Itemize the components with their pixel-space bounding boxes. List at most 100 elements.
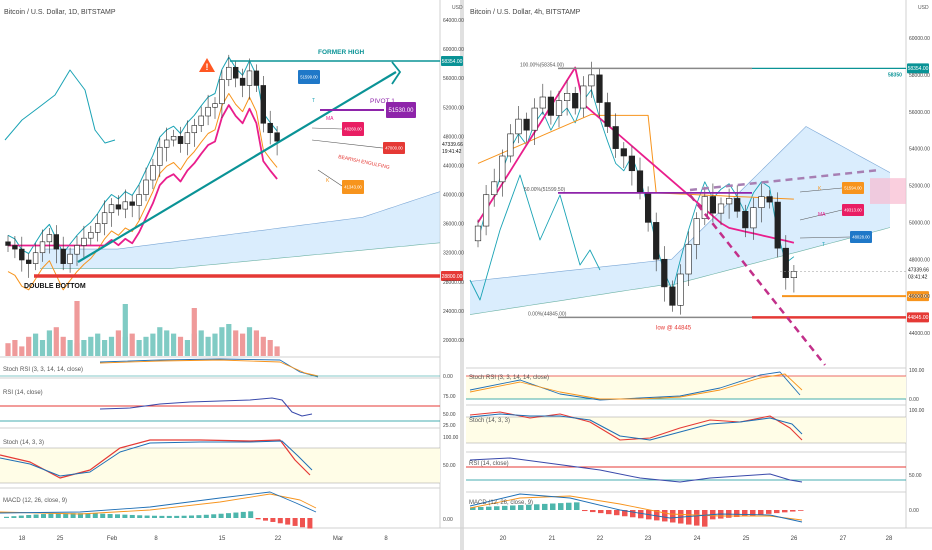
left-price-tick: 60000.00 — [443, 47, 464, 53]
right-current-price: 47339.66 — [908, 267, 929, 273]
left-macd-histogram-bar — [152, 515, 157, 518]
left-double-bottom-price-tag: 28800.00 — [442, 274, 463, 280]
left-volume-bar — [39, 340, 46, 356]
left-candle-body — [39, 241, 46, 254]
left-kijun-line — [7, 93, 278, 291]
left-macd-histogram-bar — [285, 518, 291, 525]
left-volume-bar — [19, 346, 25, 356]
left-stoch-rsi-label[interactable]: Stoch RSI (3, 3, 14, 14, close) — [3, 367, 84, 373]
left-candle-body — [60, 248, 66, 264]
right-candle-body — [491, 181, 498, 196]
left-candle-body — [184, 132, 191, 144]
left-candle-body — [205, 106, 211, 117]
left-price-tick: 20000.00 — [443, 338, 464, 344]
right-tag-46000-box — [907, 291, 929, 302]
right-fib-100-label: 100.00%(58354.00) — [520, 62, 564, 68]
right-lagging-span-line — [469, 174, 601, 301]
left-volume-bar — [46, 330, 52, 356]
left-volume-bar — [157, 327, 163, 356]
left-date-tick: 15 — [219, 536, 226, 542]
right-macd-histogram-bar — [694, 510, 700, 526]
left-macd-histogram-bar — [277, 518, 283, 524]
left-candle-body — [81, 237, 87, 246]
indicator-lines-layer — [4, 56, 795, 301]
left-price-tick: 32000.00 — [443, 251, 464, 257]
left-t-label: T — [312, 98, 315, 104]
left-rsi-line — [99, 397, 313, 417]
left-volume-bar — [33, 333, 39, 356]
left-volume-bar — [12, 340, 18, 356]
right-candle-body — [644, 192, 652, 223]
right-macd-histogram-bar — [702, 510, 708, 527]
left-price-tick: 48000.00 — [443, 134, 464, 140]
left-stoch-d — [0, 440, 313, 477]
right-candle-body — [499, 155, 506, 183]
left-macd-histogram-bar — [174, 515, 180, 518]
left-rsi-label[interactable]: RSI (14, close) — [3, 390, 43, 396]
right-candle-body — [766, 196, 773, 203]
right-date-tick: 27 — [840, 536, 847, 542]
left-volume-bar — [53, 327, 59, 356]
right-candle-body — [782, 247, 789, 278]
right-rsi-label[interactable]: RSI (14, close) — [469, 461, 509, 467]
right-macd-histogram-bar — [558, 503, 564, 510]
left-stoch-rsi-tick: 0.00 — [443, 374, 453, 380]
left-volume-bar — [226, 324, 232, 356]
candles-layer — [5, 54, 797, 315]
left-price-tick: 28000.00 — [443, 280, 464, 286]
right-macd-histogram-bar — [638, 510, 644, 519]
left-stoch-label[interactable]: Stoch (14, 3, 3) — [3, 440, 45, 446]
left-volume-bar — [95, 333, 101, 356]
right-macd-histogram-bar — [518, 505, 524, 510]
left-candle-body — [253, 70, 260, 86]
right-macd-signal — [469, 495, 803, 521]
left-volume-bar — [164, 330, 170, 356]
left-candle-body — [74, 245, 80, 255]
right-macd-label[interactable]: MACD (12, 26, close, 9) — [469, 500, 534, 506]
right-candle-body — [758, 196, 765, 208]
right-candle-body — [563, 93, 571, 101]
left-volume-bar — [60, 336, 66, 356]
right-tag-48028-box — [850, 231, 872, 243]
right-dashed-resistance-line — [689, 168, 881, 192]
left-macd-histogram-bar — [92, 513, 98, 518]
left-tag-48260-box — [342, 122, 364, 136]
left-price-tick: 40000.00 — [443, 193, 464, 199]
right-macd-histogram-bar — [478, 507, 484, 510]
right-macd-histogram-bar — [614, 510, 620, 516]
left-trendline-arrow — [77, 71, 397, 263]
left-volume-bar — [81, 340, 87, 356]
right-stoch-rsi-label[interactable]: Stoch RSI (3, 3, 14, 14, close) — [469, 375, 550, 381]
left-tag-47000: 47000.00 — [385, 146, 403, 151]
right-macd-histogram-bar — [590, 510, 596, 513]
left-tag-51599: 51599.00 — [300, 75, 318, 80]
left-stoch-k — [0, 439, 311, 479]
left-volume-bar — [136, 340, 142, 356]
left-candle-body — [150, 165, 156, 181]
left-macd-histogram-bar — [300, 518, 305, 528]
right-stoch-label[interactable]: Stoch (14, 3, 3) — [469, 418, 511, 424]
right-candle-body — [790, 271, 797, 278]
right-candle-body — [669, 286, 676, 306]
right-price-tick: 56000.00 — [909, 110, 930, 116]
left-former-high-price-tag-box — [441, 56, 463, 67]
right-ichimoku-cloud — [470, 126, 890, 315]
left-candle-body — [198, 115, 204, 126]
left-macd-histogram-bar — [196, 515, 202, 518]
right-candle-body — [685, 244, 692, 275]
left-volume-bar — [205, 336, 211, 356]
left-volume-bar — [219, 327, 225, 356]
left-candle-body — [170, 136, 177, 141]
right-rsi-tick: 50.00 — [909, 473, 922, 479]
left-candle-body — [12, 245, 18, 250]
left-macd-label[interactable]: MACD (12, 26, close, 9) — [3, 498, 68, 504]
right-candle-body — [653, 222, 660, 260]
right-macd-histogram-bar — [758, 510, 764, 515]
left-candle-body — [274, 132, 280, 142]
right-macd-histogram-bar — [550, 503, 556, 510]
left-candle-body — [122, 201, 129, 210]
left-trendline-arrowhead — [391, 61, 402, 85]
right-stoch-rsi-d — [469, 373, 803, 400]
left-macd-histogram-bar — [307, 518, 313, 529]
left-candle-body — [143, 179, 149, 195]
